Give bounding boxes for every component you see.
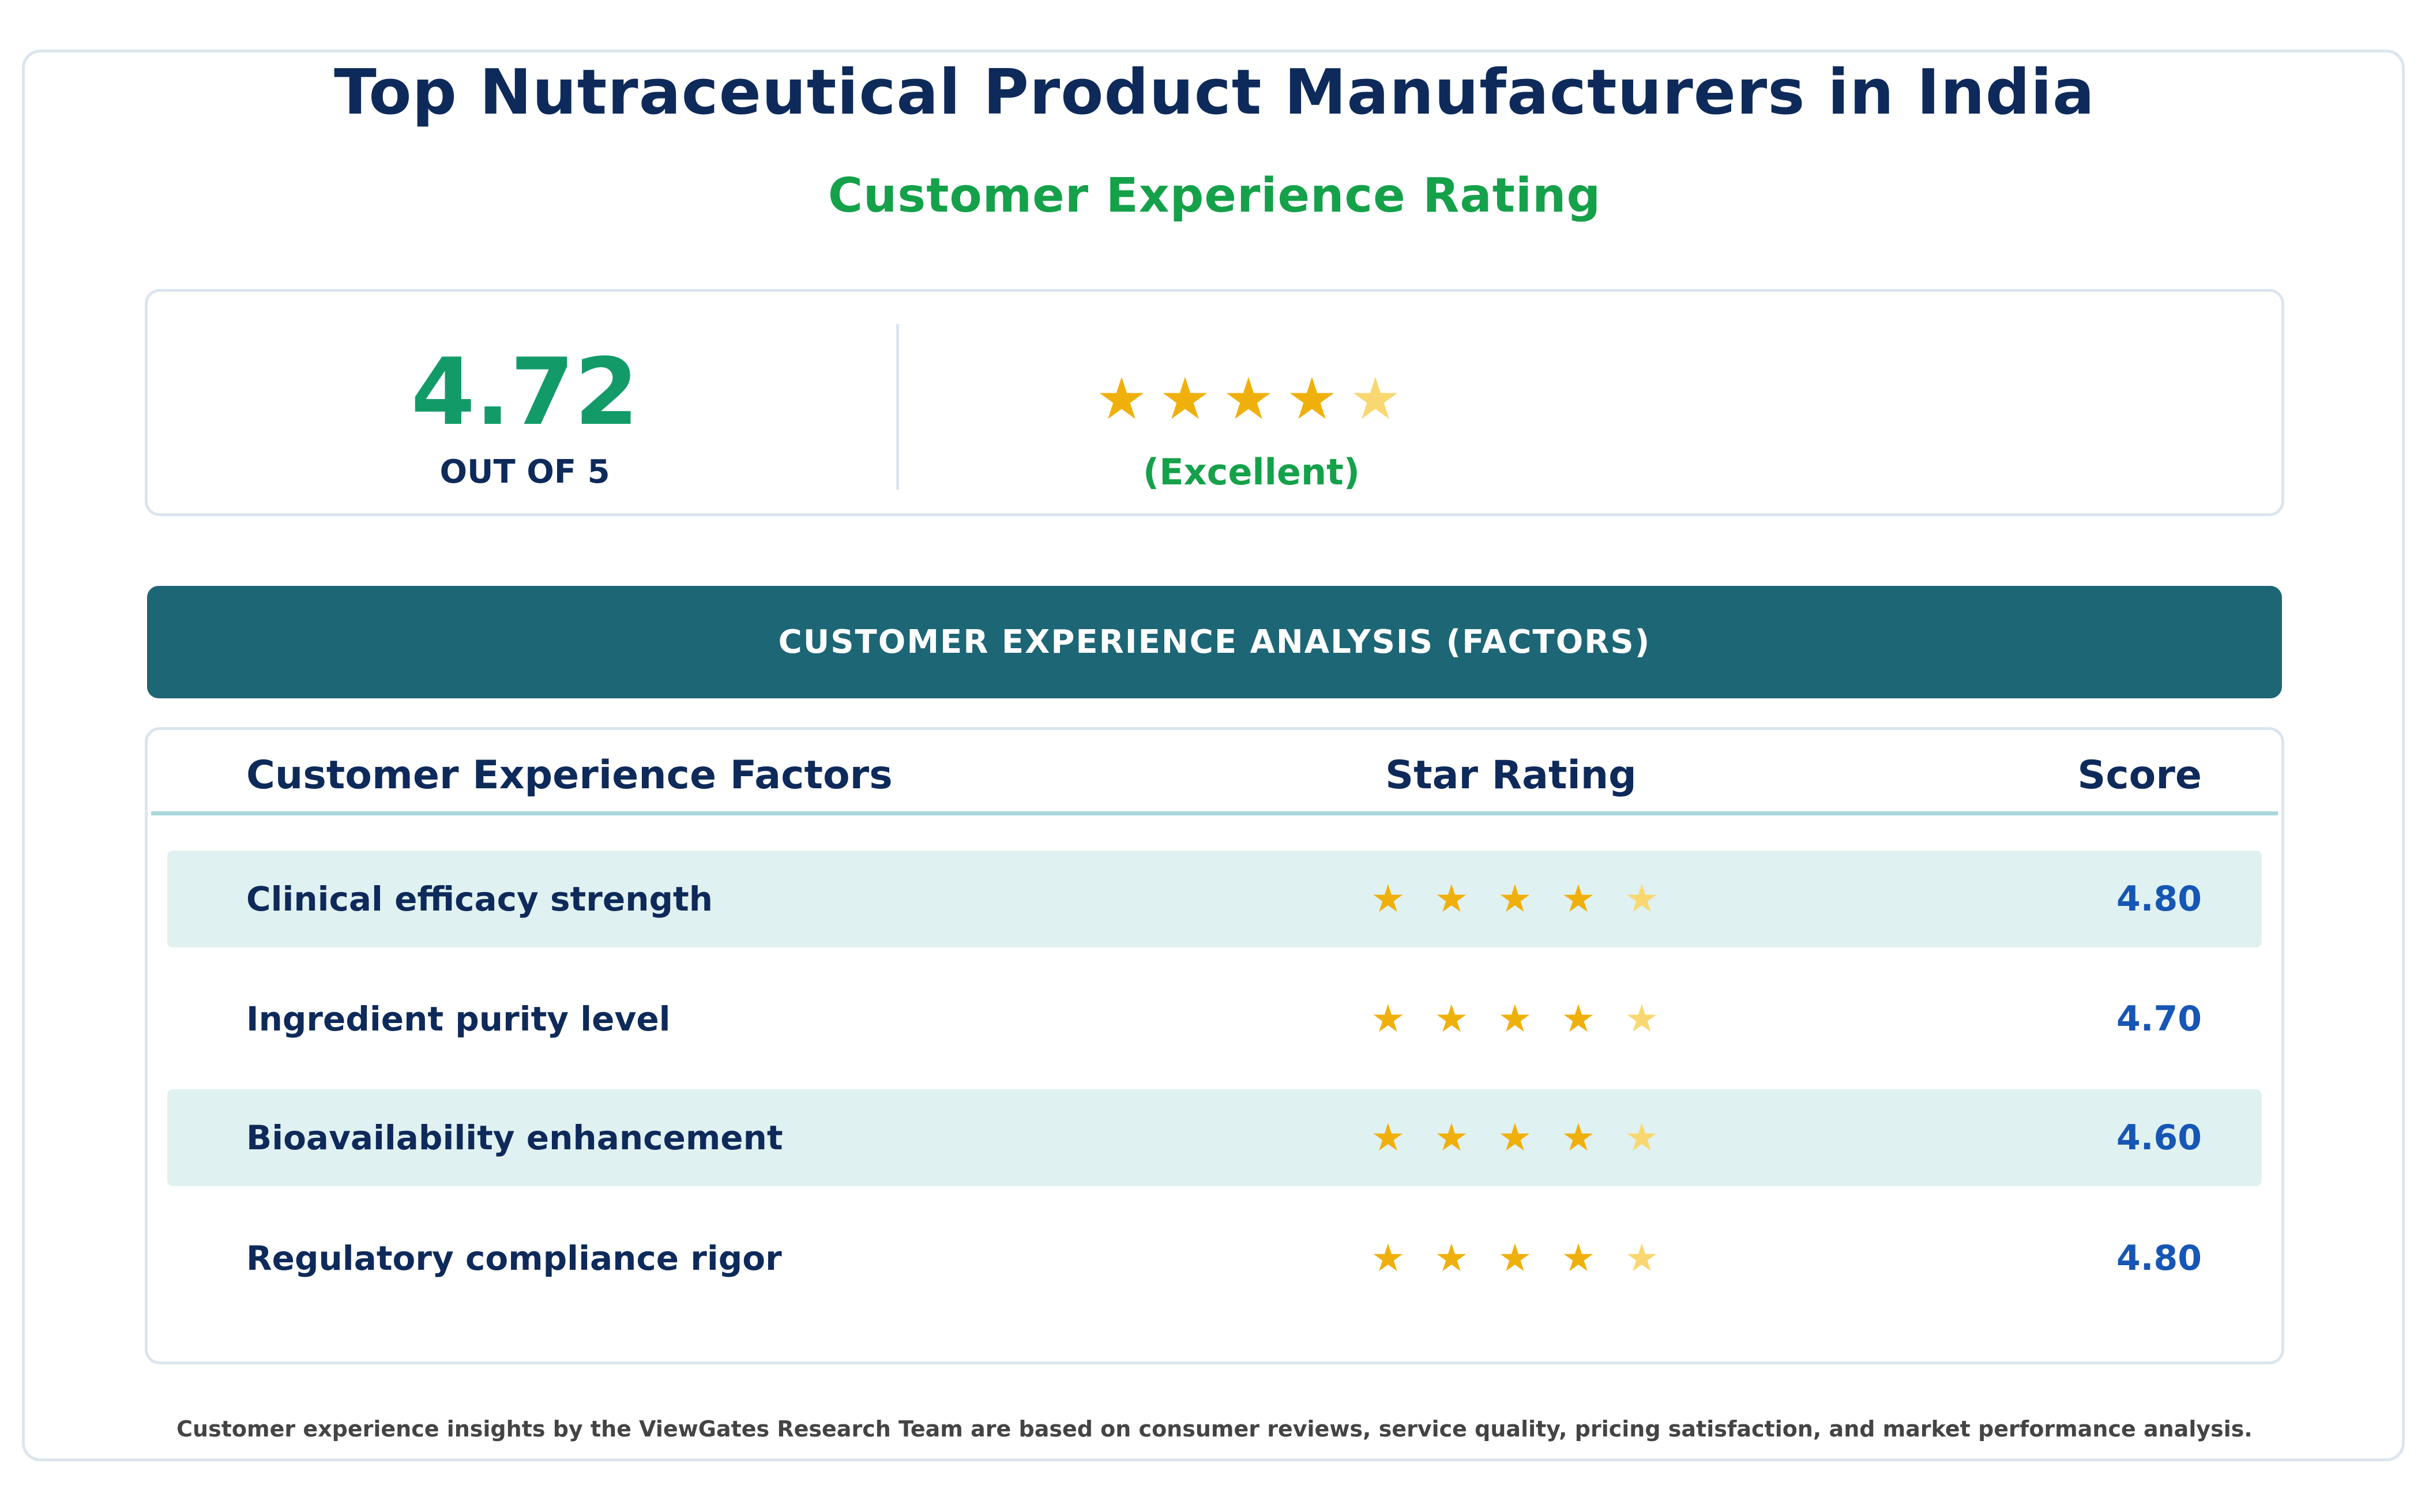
factor-star-rating: ★ ★ ★ ★ ★	[1356, 1089, 1674, 1186]
out-of-label: OUT OF 5	[439, 453, 610, 491]
factor-name: Bioavailability enhancement	[246, 1118, 783, 1157]
star-icon: ★	[1434, 1115, 1469, 1160]
star-icon: ★	[1625, 996, 1659, 1041]
star-icon: ★	[1371, 877, 1405, 921]
star-icon: ★	[1371, 1236, 1405, 1280]
star-icon: ★	[1371, 1115, 1405, 1160]
table-row: Ingredient purity level ★ ★ ★ ★ ★ 4.70	[167, 971, 2262, 1067]
header-divider	[151, 811, 2278, 815]
star-icon: ★	[1434, 1236, 1469, 1280]
star-icon: ★	[1434, 996, 1469, 1041]
star-icon: ★	[1498, 1236, 1532, 1280]
factor-name: Regulatory compliance rigor	[246, 1239, 782, 1278]
star-icon: ★	[1625, 1236, 1659, 1280]
summary-card	[145, 289, 2284, 516]
page-title: Top Nutraceutical Product Manufacturers …	[334, 57, 2095, 129]
page-subtitle: Customer Experience Rating	[828, 168, 1601, 223]
table-row: Regulatory compliance rigor ★ ★ ★ ★ ★ 4.…	[167, 1210, 2262, 1307]
section-banner-label: CUSTOMER EXPERIENCE ANALYSIS (FACTORS)	[778, 623, 1651, 661]
star-icon: ★	[1286, 365, 1338, 432]
star-icon: ★	[1349, 365, 1401, 432]
star-icon: ★	[1561, 1236, 1596, 1280]
factor-score: 4.60	[2116, 1118, 2202, 1158]
column-header-score: Score	[2077, 753, 2202, 798]
star-icon: ★	[1561, 1115, 1596, 1160]
star-icon: ★	[1223, 365, 1274, 432]
star-icon: ★	[1498, 877, 1532, 921]
factors-table	[145, 727, 2284, 1364]
factor-star-rating: ★ ★ ★ ★ ★	[1356, 971, 1674, 1067]
section-banner: CUSTOMER EXPERIENCE ANALYSIS (FACTORS)	[147, 586, 2282, 698]
star-icon: ★	[1371, 996, 1405, 1041]
rating-word: (Excellent)	[1142, 451, 1360, 493]
factor-star-rating: ★ ★ ★ ★ ★	[1356, 1210, 1674, 1307]
star-icon: ★	[1159, 365, 1211, 432]
factor-score: 4.80	[2116, 1238, 2202, 1278]
factor-score: 4.70	[2116, 999, 2202, 1039]
factor-name: Ingredient purity level	[246, 999, 671, 1039]
report-card	[22, 50, 2405, 1461]
table-row: Bioavailability enhancement ★ ★ ★ ★ ★ 4.…	[167, 1089, 2262, 1186]
star-icon: ★	[1625, 1115, 1659, 1160]
star-icon: ★	[1561, 877, 1596, 921]
summary-divider	[896, 324, 899, 490]
footnote: Customer experience insights by the View…	[176, 1416, 2253, 1442]
star-icon: ★	[1625, 877, 1659, 921]
table-row: Clinical efficacy strength ★ ★ ★ ★ ★ 4.8…	[167, 851, 2262, 947]
column-header-factor: Customer Experience Factors	[246, 753, 893, 798]
factor-star-rating: ★ ★ ★ ★ ★	[1356, 851, 1674, 947]
overall-score: 4.72	[411, 338, 639, 446]
factor-name: Clinical efficacy strength	[246, 879, 713, 919]
star-icon: ★	[1434, 877, 1469, 921]
column-header-rating: Star Rating	[1385, 753, 1637, 798]
star-icon: ★	[1561, 996, 1596, 1041]
star-icon: ★	[1096, 365, 1148, 432]
star-icon: ★	[1498, 1115, 1532, 1160]
factor-score: 4.80	[2116, 879, 2202, 919]
overall-star-rating: ★ ★ ★ ★ ★	[1090, 364, 1407, 434]
star-icon: ★	[1498, 996, 1532, 1041]
